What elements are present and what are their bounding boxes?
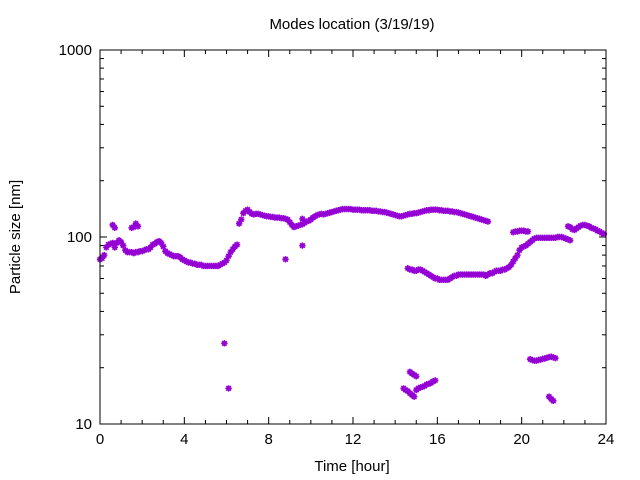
data-point [128,224,135,231]
data-point [507,261,515,269]
data-point [562,235,570,242]
data-point [432,377,439,384]
data-point [284,216,291,223]
data-point [282,256,289,263]
data-point [153,238,161,246]
x-tick-label: 12 [345,431,362,448]
plot-frame [99,49,607,425]
data-point [299,242,306,249]
data-point [223,257,230,264]
data-point [235,220,243,227]
data-point [109,221,116,229]
data-point [510,258,517,265]
data-point [531,235,538,242]
x-tick-label: 20 [513,431,530,448]
data-point [560,234,568,242]
data-point [514,251,521,259]
y-axis-label: Particle size [nm] [7,180,24,294]
axis-ticks [99,49,607,425]
y-tick-label: 100 [67,229,92,246]
data-point [600,230,608,238]
x-tick-label: 4 [180,431,188,448]
data-point [550,397,557,405]
data-point [225,252,232,260]
x-tick-label: 24 [598,431,615,448]
data-point [109,239,116,247]
data-point [299,215,306,223]
x-tick-label: 16 [429,431,446,448]
data-point [286,218,293,226]
data-point [119,242,127,249]
data-point [141,246,148,254]
data-point [516,246,523,254]
data-point [107,240,114,247]
data-point [233,241,241,248]
y-tick-label: 1000 [59,42,92,59]
data-point [160,243,167,250]
data-point [225,385,232,392]
data-point [134,248,142,256]
data-point [229,246,237,253]
data-point [101,251,108,259]
data-point [524,228,532,235]
data-point [520,243,527,250]
data-point [410,393,418,400]
data-point [98,255,106,262]
data-point [512,255,519,262]
data-point [113,239,121,247]
data-point [238,216,245,223]
data-point [558,233,565,241]
data-point [147,244,154,251]
data-point [484,218,492,225]
data-point [413,373,420,380]
data-point [138,247,146,255]
data-point [111,244,118,251]
data-point [227,248,234,256]
data-point [134,223,142,230]
data-point [105,241,112,248]
data-point [564,236,572,243]
chart-title: Modes location (3/19/19) [269,16,434,33]
x-tick-label: 0 [96,431,104,448]
data-points [96,205,608,405]
data-point [552,354,559,362]
data-point [566,237,574,244]
data-point [149,241,156,248]
data-point [518,244,525,251]
data-point [429,378,437,385]
data-point [117,238,125,246]
data-point [552,234,559,242]
data-point [111,224,118,231]
data-point [132,220,140,227]
data-point [157,239,165,247]
data-point [221,340,228,347]
data-point [103,244,110,251]
x-tick-label: 8 [264,431,272,448]
x-axis-label: Time [hour] [314,458,389,475]
y-tick-label: 10 [75,416,92,433]
axis-tick-labels: 0 4 8 12 16 20 24 10 100 1000 [59,42,615,448]
